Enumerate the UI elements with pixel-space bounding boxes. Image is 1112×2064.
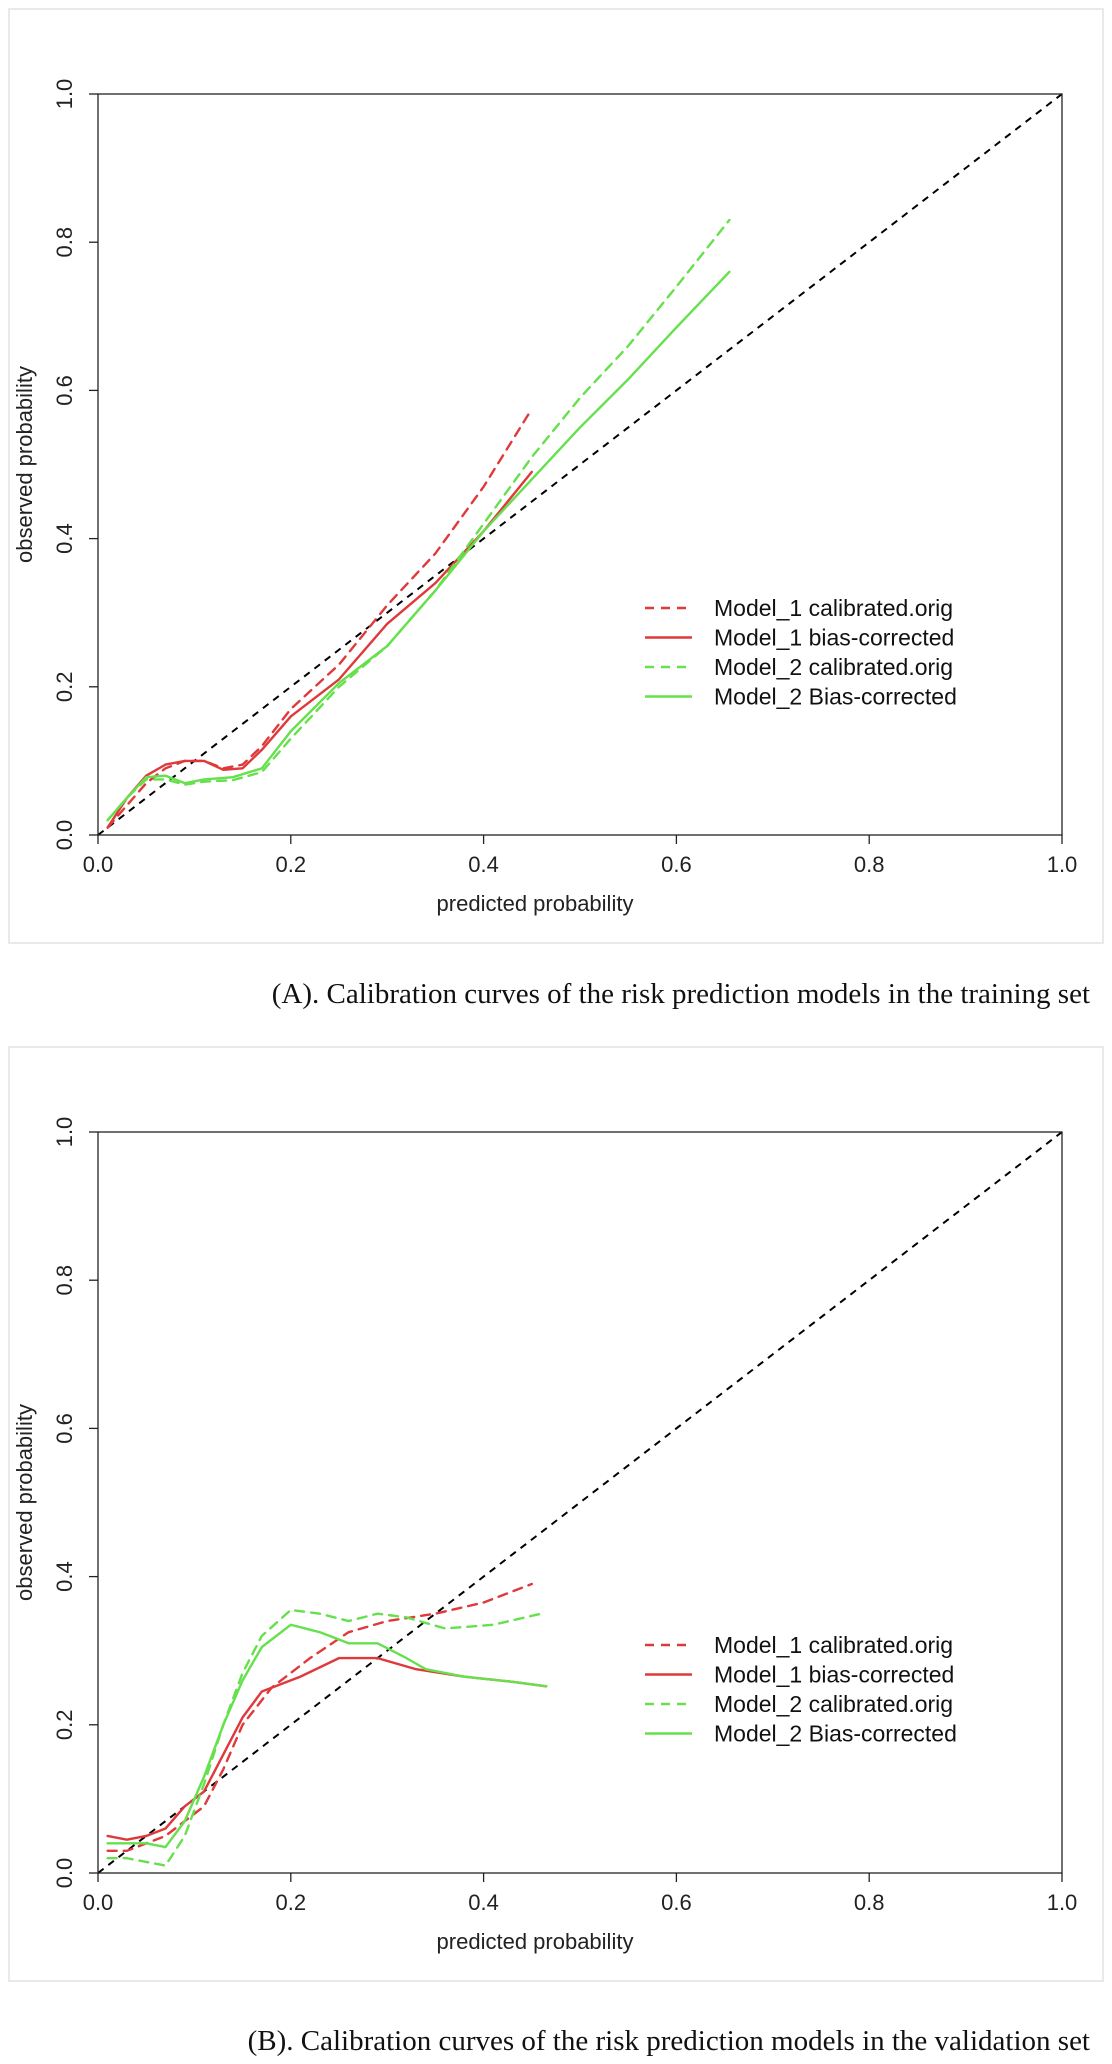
y-tick-label: 0.8 bbox=[52, 227, 77, 258]
series-line-1 bbox=[106, 1582, 533, 1852]
x-tick-label: 0.0 bbox=[83, 1890, 114, 1915]
x-tick-label: 1.0 bbox=[1047, 852, 1078, 877]
legend-label: Model_1 bias-corrected bbox=[714, 625, 954, 651]
series-line-4 bbox=[106, 1623, 548, 1849]
y-tick-label: 0.4 bbox=[52, 523, 77, 554]
y-tick-label: 1.0 bbox=[52, 79, 77, 110]
y-tick-label: 0.4 bbox=[52, 1561, 77, 1592]
y-tick-label: 0.2 bbox=[52, 1710, 77, 1741]
y-tick-label: 0.6 bbox=[52, 1413, 77, 1444]
x-axis-label: predicted probability bbox=[437, 1929, 634, 1954]
x-tick-label: 0.4 bbox=[468, 1890, 499, 1915]
series-line-3 bbox=[106, 1608, 543, 1867]
panel-b: observed probability predicted probabili… bbox=[8, 1046, 1104, 1982]
calibration-chart-b: observed probability predicted probabili… bbox=[10, 1048, 1102, 1980]
reference-line bbox=[97, 1131, 1063, 1874]
legend-label: Model_2 calibrated.orig bbox=[714, 654, 953, 680]
legend-label: Model_2 Bias-corrected bbox=[714, 684, 957, 710]
y-tick-label: 0.0 bbox=[52, 1858, 77, 1889]
x-tick-label: 0.4 bbox=[468, 852, 499, 877]
y-axis-label: observed probability bbox=[12, 1404, 37, 1601]
caption-b: (B). Calibration curves of the risk pred… bbox=[247, 2025, 1090, 2057]
legend-label: Model_1 calibrated.orig bbox=[714, 595, 953, 621]
x-tick-label: 0.0 bbox=[83, 852, 114, 877]
x-tick-label: 0.6 bbox=[661, 1890, 692, 1915]
calibration-chart-a: observed probability predicted probabili… bbox=[10, 10, 1102, 942]
legend-label: Model_2 Bias-corrected bbox=[714, 1721, 957, 1747]
series-line-4 bbox=[106, 270, 731, 822]
series-line-3 bbox=[106, 218, 731, 822]
y-tick-label: 0.2 bbox=[52, 672, 77, 703]
y-tick-label: 0.0 bbox=[52, 820, 77, 851]
series-line-2 bbox=[106, 1656, 548, 1841]
plot-frame bbox=[97, 93, 1063, 836]
x-tick-label: 0.2 bbox=[276, 1890, 307, 1915]
y-axis-label: observed probability bbox=[12, 366, 37, 563]
x-tick-label: 0.2 bbox=[276, 852, 307, 877]
y-tick-label: 0.8 bbox=[52, 1265, 77, 1296]
series-line-1 bbox=[106, 407, 533, 829]
legend-label: Model_1 calibrated.orig bbox=[714, 1632, 953, 1658]
legend-label: Model_1 bias-corrected bbox=[714, 1662, 954, 1688]
x-tick-label: 0.6 bbox=[661, 852, 692, 877]
y-tick-label: 0.6 bbox=[52, 375, 77, 406]
legend-label: Model_2 calibrated.orig bbox=[714, 1691, 953, 1717]
x-tick-label: 0.8 bbox=[854, 1890, 885, 1915]
x-tick-label: 0.8 bbox=[854, 852, 885, 877]
caption-a: (A). Calibration curves of the risk pred… bbox=[271, 978, 1090, 1010]
plot-frame bbox=[97, 1131, 1063, 1874]
y-tick-label: 1.0 bbox=[52, 1117, 77, 1148]
series-line-2 bbox=[106, 470, 533, 829]
panel-a: observed probability predicted probabili… bbox=[8, 8, 1104, 944]
reference-line bbox=[97, 93, 1063, 836]
x-axis-label: predicted probability bbox=[437, 891, 634, 916]
x-tick-label: 1.0 bbox=[1047, 1890, 1078, 1915]
